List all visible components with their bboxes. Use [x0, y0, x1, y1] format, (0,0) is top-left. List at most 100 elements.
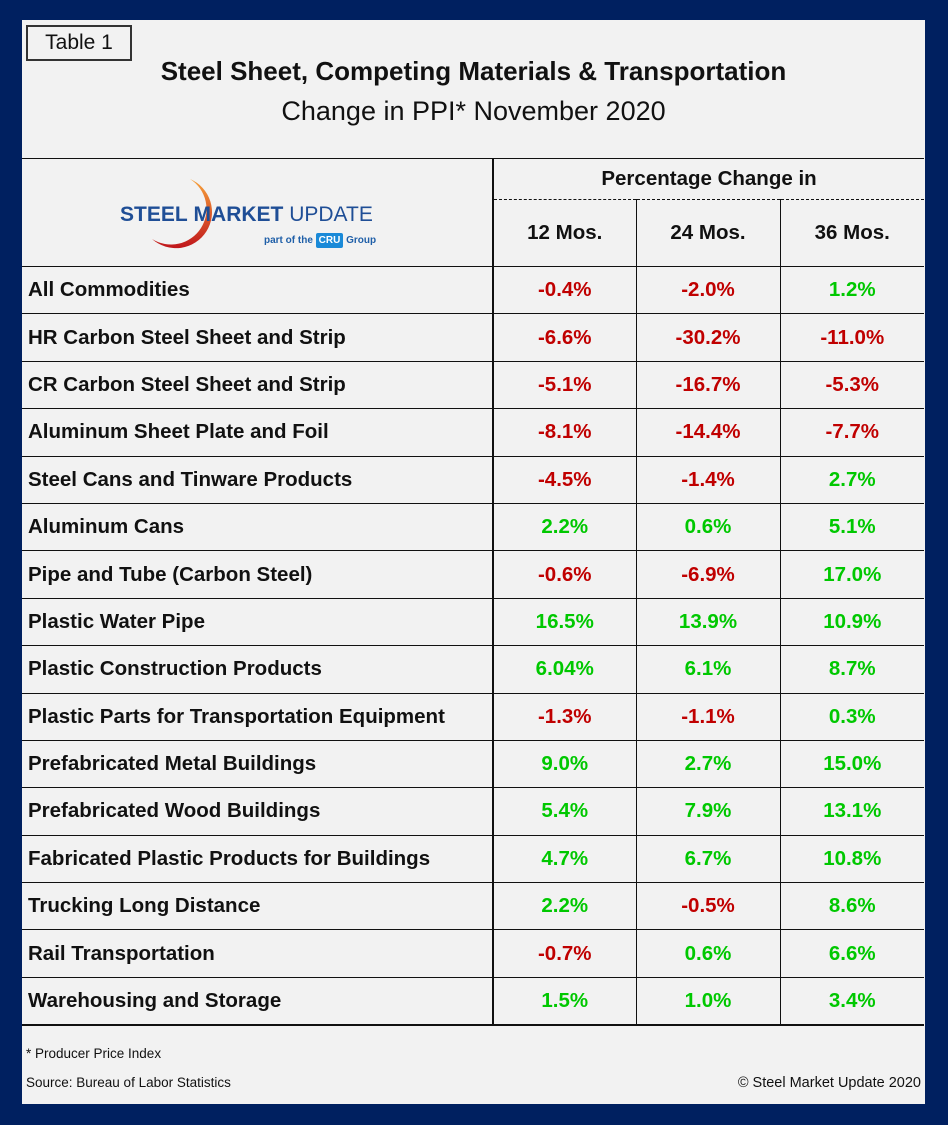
table-row: Steel Cans and Tinware Products -4.5% -1.4…: [22, 455, 925, 504]
column-header: 36 Mos.: [779, 199, 925, 267]
value-cell: -0.5%: [635, 882, 780, 930]
copyright: © Steel Market Update 2020: [737, 1075, 921, 1091]
value-cell: -16.7%: [635, 360, 780, 409]
row-label: Pipe and Tube (Carbon Steel): [22, 550, 493, 599]
table-row: CR Carbon Steel Sheet and Strip -5.1% -16.…: [22, 360, 925, 409]
footnote: * Producer Price Index: [26, 1046, 162, 1061]
value-cell: 7.9%: [635, 787, 780, 836]
row-label: Plastic Construction Products: [22, 645, 493, 694]
value-cell: -8.1%: [492, 408, 636, 457]
value-cell: 0.6%: [635, 929, 780, 978]
row-label: All Commodities: [22, 265, 493, 314]
value-cell: 5.4%: [492, 787, 636, 836]
value-cell: -14.4%: [635, 408, 780, 457]
logo-tagline-group: Group: [346, 234, 377, 246]
value-cell: -0.4%: [492, 265, 636, 314]
value-cell: 16.5%: [492, 597, 636, 646]
value-cell: -7.7%: [779, 408, 925, 457]
value-cell: 6.1%: [635, 645, 780, 694]
row-label: Aluminum Sheet Plate and Foil: [22, 408, 493, 457]
value-cell: 0.6%: [635, 502, 780, 551]
value-cell: 1.0%: [635, 976, 780, 1027]
value-cell: 2.2%: [492, 502, 636, 551]
value-cell: 15.0%: [779, 739, 925, 788]
value-cell: 2.2%: [492, 882, 636, 930]
cru-badge: CRU: [315, 232, 344, 248]
row-label: HR Carbon Steel Sheet and Strip: [22, 313, 493, 362]
value-cell: -5.3%: [779, 360, 925, 409]
row-label: Warehousing and Storage: [22, 976, 493, 1027]
value-cell: -1.1%: [635, 692, 780, 741]
value-cell: -30.2%: [635, 313, 780, 362]
value-cell: -5.1%: [492, 360, 636, 409]
table-row: All Commodities -0.4% -2.0% 1.2%: [22, 265, 925, 314]
row-label: Steel Cans and Tinware Products: [22, 455, 493, 504]
table-row: Plastic Parts for Transportation Equipme…: [22, 692, 925, 741]
table-row: Plastic Water Pipe 16.5% 13.9% 10.9%: [22, 597, 925, 646]
value-cell: 8.6%: [779, 882, 925, 930]
value-cell: 5.1%: [779, 502, 925, 551]
table-row: Aluminum Cans 2.2% 0.6% 5.1%: [22, 502, 925, 551]
column-header: 24 Mos.: [635, 199, 780, 267]
row-label: Rail Transportation: [22, 929, 493, 978]
value-cell: -11.0%: [779, 313, 925, 362]
value-cell: -0.7%: [492, 929, 636, 978]
row-label: Prefabricated Wood Buildings: [22, 787, 493, 836]
table-row: Rail Transportation -0.7% 0.6% 6.6%: [22, 929, 925, 978]
table-row: Aluminum Sheet Plate and Foil -8.1% -14.4%…: [22, 408, 925, 457]
value-cell: 9.0%: [492, 739, 636, 788]
row-label: Fabricated Plastic Products for Building…: [22, 834, 493, 883]
table-panel: Table 1 Steel Sheet, Competing Materials…: [22, 20, 925, 1104]
table-row: Fabricated Plastic Products for Building…: [22, 834, 925, 883]
table-row: Prefabricated Metal Buildings 9.0% 2.7% 15.…: [22, 739, 925, 788]
value-cell: -1.3%: [492, 692, 636, 741]
value-cell: 4.7%: [492, 834, 636, 883]
value-cell: 17.0%: [779, 550, 925, 599]
logo-text-steel: STEEL: [120, 202, 188, 226]
column-header: 12 Mos.: [492, 199, 636, 267]
logo-text-market: MARKET: [193, 202, 284, 226]
value-cell: 6.7%: [635, 834, 780, 883]
header-group: Percentage Change in: [491, 158, 925, 200]
table-row: Trucking Long Distance 2.2% -0.5% 8.6%: [22, 882, 925, 930]
table-row: Warehousing and Storage 1.5% 1.0% 3.4%: [22, 976, 925, 1027]
table-row: Plastic Construction Products 6.04% 6.1% 8.…: [22, 645, 925, 694]
value-cell: 2.7%: [779, 455, 925, 504]
value-cell: -6.6%: [492, 313, 636, 362]
value-cell: -0.6%: [492, 550, 636, 599]
row-label: Trucking Long Distance: [22, 882, 493, 930]
row-label: Aluminum Cans: [22, 502, 493, 551]
value-cell: 6.04%: [492, 645, 636, 694]
table-row: Prefabricated Wood Buildings 5.4% 7.9% 13.1…: [22, 787, 925, 836]
value-cell: 13.1%: [779, 787, 925, 836]
ppi-table: STEEL MARKET UPDATE part of the CRU Grou…: [22, 158, 925, 1027]
value-cell: 13.9%: [635, 597, 780, 646]
logo-cell: STEEL MARKET UPDATE part of the CRU Grou…: [22, 158, 493, 267]
page-title: Steel Sheet, Competing Materials & Trans…: [160, 56, 787, 86]
source: Source: Bureau of Labor Statistics: [26, 1075, 231, 1090]
value-cell: 10.9%: [779, 597, 925, 646]
value-cell: -1.4%: [635, 455, 780, 504]
value-cell: 2.7%: [635, 739, 780, 788]
value-cell: -2.0%: [635, 265, 780, 314]
table-tag: Table 1: [26, 25, 132, 61]
row-label: Prefabricated Metal Buildings: [22, 739, 493, 788]
value-cell: 1.5%: [492, 976, 636, 1027]
logo-tagline: part of the: [264, 234, 313, 246]
value-cell: 3.4%: [779, 976, 925, 1027]
table-row: Pipe and Tube (Carbon Steel) -0.6% -6.9% 17…: [22, 550, 925, 599]
value-cell: 1.2%: [779, 265, 925, 314]
page-subtitle: Change in PPI* November 2020: [281, 96, 666, 126]
value-cell: 8.7%: [779, 645, 925, 694]
row-label: Plastic Parts for Transportation Equipme…: [22, 692, 493, 741]
steel-market-update-logo: STEEL MARKET UPDATE part of the CRU Grou…: [112, 163, 412, 263]
value-cell: -4.5%: [492, 455, 636, 504]
value-cell: 0.3%: [779, 692, 925, 741]
row-label: Plastic Water Pipe: [22, 597, 493, 646]
value-cell: 10.8%: [779, 834, 925, 883]
table-row: HR Carbon Steel Sheet and Strip -6.6% -30.…: [22, 313, 925, 362]
row-label: CR Carbon Steel Sheet and Strip: [22, 360, 493, 409]
value-cell: 6.6%: [779, 929, 925, 978]
logo-text-update: UPDATE: [289, 202, 373, 226]
value-cell: -6.9%: [635, 550, 780, 599]
